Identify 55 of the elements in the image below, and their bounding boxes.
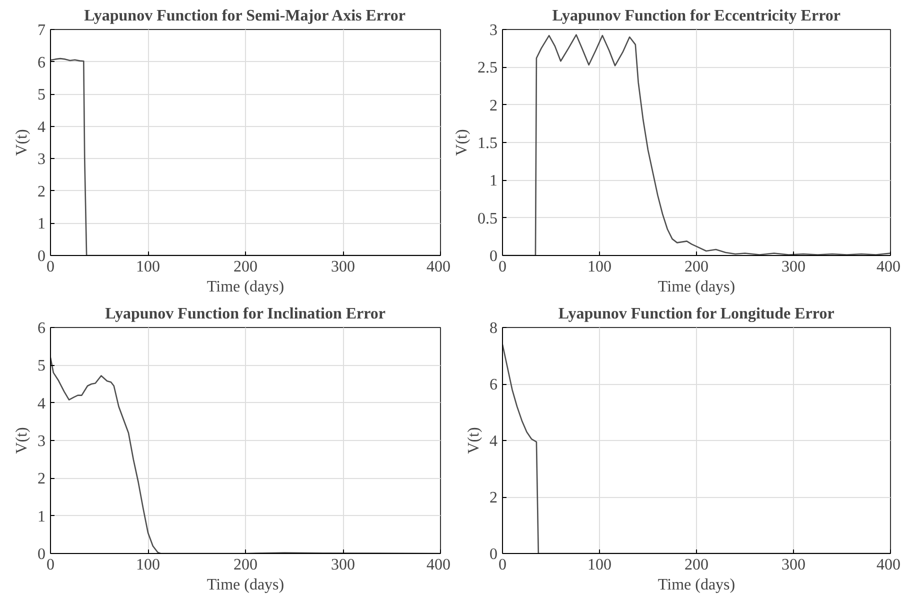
y-tick-label: 6 — [38, 320, 46, 337]
x-tick-label: 300 — [331, 258, 355, 276]
y-tick-label: 0 — [38, 248, 46, 265]
y-axis-title: V(t) — [466, 427, 482, 454]
x-tick-label: 400 — [426, 556, 450, 574]
y-tick-label: 0 — [38, 546, 46, 563]
x-axis-title: Time (days) — [206, 576, 284, 594]
y-tick-label: 6 — [490, 376, 498, 394]
y-tick-label: 7 — [38, 22, 46, 39]
y-axis-title: V(t) — [14, 427, 30, 454]
x-tick-label: 200 — [684, 556, 708, 574]
chart-title: Lyapunov Function for Inclination Error — [105, 306, 386, 322]
x-tick-label: 100 — [136, 258, 160, 276]
y-tick-label: 1.5 — [478, 135, 498, 152]
chart-title: Lyapunov Function for Eccentricity Error — [552, 8, 840, 24]
y-axis-title: V(t) — [454, 129, 470, 156]
y-tick-label: 0 — [490, 248, 498, 265]
y-tick-label: 4 — [38, 395, 46, 412]
x-tick-label: 100 — [136, 556, 160, 574]
x-tick-label: 300 — [331, 556, 355, 574]
y-tick-label: 1 — [38, 508, 46, 526]
x-tick-label: 300 — [782, 556, 806, 574]
x-tick-label: 200 — [684, 258, 708, 276]
y-tick-label: 2 — [490, 97, 498, 114]
x-tick-label: 400 — [876, 556, 900, 574]
x-tick-label: 300 — [782, 258, 806, 276]
y-axis-title: V(t) — [14, 129, 30, 156]
y-tick-label: 1 — [38, 216, 46, 233]
x-axis-title: Time (days) — [658, 278, 736, 296]
x-axis-title: Time (days) — [658, 576, 736, 594]
chart-title: Lyapunov Function for Longitude Error — [558, 306, 834, 322]
x-axis-title: Time (days) — [206, 278, 284, 296]
y-tick-label: 1 — [490, 172, 498, 190]
x-tick-label: 400 — [876, 258, 900, 276]
y-tick-label: 5 — [38, 358, 46, 375]
y-tick-label: 5 — [38, 86, 46, 104]
y-tick-label: 3 — [38, 433, 46, 450]
y-tick-label: 4 — [490, 433, 498, 450]
y-tick-label: 8 — [490, 320, 498, 337]
y-tick-label: 2 — [38, 470, 46, 488]
x-tick-label: 400 — [426, 258, 450, 276]
y-tick-label: 4 — [38, 118, 46, 136]
y-tick-label: 2 — [38, 183, 46, 200]
x-tick-label: 200 — [234, 556, 258, 574]
chart-title: Lyapunov Function for Semi-Major Axis Error — [84, 8, 406, 24]
x-tick-label: 100 — [588, 556, 612, 574]
x-tick-label: 200 — [234, 258, 258, 276]
y-tick-label: 2.5 — [478, 60, 498, 77]
y-tick-label: 2 — [490, 490, 498, 506]
y-tick-label: 6 — [38, 54, 46, 72]
y-tick-label: 0 — [490, 546, 498, 563]
y-tick-label: 0.5 — [478, 210, 498, 228]
x-tick-label: 100 — [588, 258, 612, 276]
y-tick-label: 3 — [490, 22, 498, 39]
y-tick-label: 3 — [38, 151, 46, 168]
